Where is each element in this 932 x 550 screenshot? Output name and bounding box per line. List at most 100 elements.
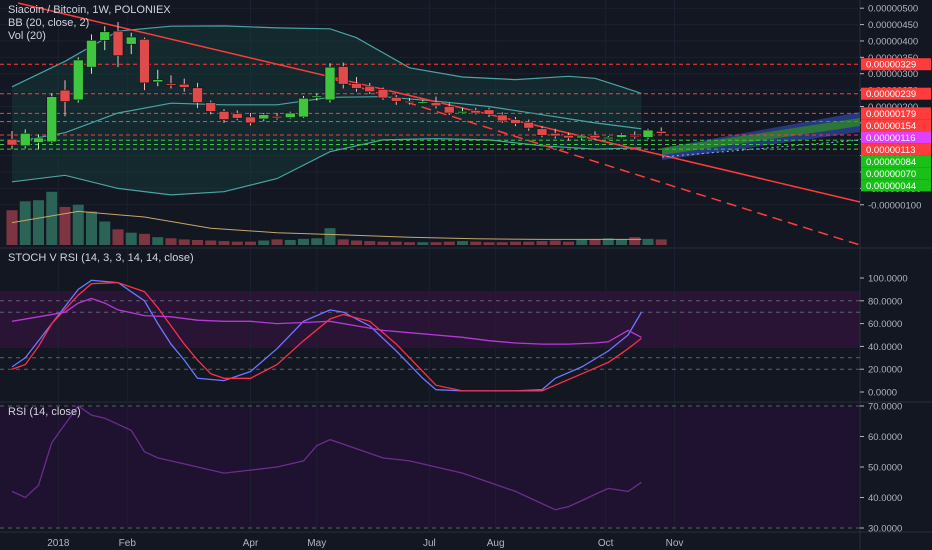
volume-bar xyxy=(205,240,217,245)
stoch-k-line xyxy=(11,279,642,392)
grid-layer xyxy=(0,0,860,532)
candle-body xyxy=(99,31,111,41)
x-tick-label: May xyxy=(307,538,326,549)
volume-bar xyxy=(523,241,535,245)
candle-body xyxy=(125,36,137,45)
rsi-tick-label: 70.0000 xyxy=(868,402,902,413)
volume-bar xyxy=(404,242,415,245)
vol-legend: Vol (20) xyxy=(8,30,46,42)
volume-bar xyxy=(125,232,137,245)
candle-body xyxy=(589,135,601,139)
rsi-tick-label: 40.0000 xyxy=(868,493,902,504)
candle-body xyxy=(602,136,614,140)
price-tag-bg xyxy=(861,119,931,132)
stoch-tick-label: 20.0000 xyxy=(868,365,902,376)
symbol-title: Siacoin / Bitcoin, 1W, POLONIEX xyxy=(8,4,171,16)
volume-bar xyxy=(258,240,270,245)
stoch-tick-label: 100.0000 xyxy=(868,274,908,285)
volume-bar xyxy=(364,241,376,245)
price-tag-bg xyxy=(861,143,931,156)
volume-bar xyxy=(510,241,521,245)
stoch-tick-label: 40.0000 xyxy=(868,342,902,353)
volume-bar xyxy=(33,200,44,245)
candle-body xyxy=(245,116,256,124)
x-tick-label: 2018 xyxy=(47,538,70,549)
volume-bar xyxy=(576,239,588,245)
price-tag-bg xyxy=(861,155,931,168)
volume-bar xyxy=(589,239,601,245)
candle-body xyxy=(284,112,296,118)
volume-bar xyxy=(390,241,402,245)
bollinger-lower xyxy=(11,137,642,196)
candle-body xyxy=(470,110,482,114)
stoch-rsi-line xyxy=(11,297,642,345)
volume-ma-line xyxy=(11,210,642,240)
y-tick-label: 0.00000400 xyxy=(868,36,918,47)
candle-body xyxy=(404,100,415,104)
x-tick-label: Oct xyxy=(598,538,614,549)
candle-body xyxy=(576,135,588,139)
volume-bar xyxy=(284,239,296,245)
stoch-layer xyxy=(0,279,860,392)
candle-body xyxy=(377,89,389,99)
candle-body xyxy=(112,30,124,57)
volume-bar xyxy=(430,242,442,245)
candle-body xyxy=(258,114,270,120)
volume-bar xyxy=(86,211,97,245)
price-tag-bg xyxy=(861,107,931,120)
volume-bar xyxy=(602,238,614,245)
candle-body xyxy=(6,138,18,146)
dotted-projection-line xyxy=(661,139,861,158)
volume-bar xyxy=(99,221,111,245)
candle-body xyxy=(536,128,548,136)
volume-bar xyxy=(271,239,283,245)
price-tag-label: 0.00000154 xyxy=(866,121,916,132)
projection-band-green xyxy=(662,118,860,155)
volume-bar xyxy=(6,210,18,245)
candle-body xyxy=(192,87,203,103)
candle-body xyxy=(298,97,309,118)
volume-bar xyxy=(483,242,495,245)
price-tag-bg xyxy=(861,131,931,144)
candle-body xyxy=(496,114,508,122)
bollinger-fill xyxy=(12,25,642,195)
volume-bar xyxy=(324,228,336,245)
candle-body xyxy=(324,66,336,101)
candle-body xyxy=(549,133,561,137)
volume-bar xyxy=(245,241,256,245)
price-tag-bg xyxy=(861,58,931,71)
dashed-trendline xyxy=(329,77,861,246)
volume-bar xyxy=(337,239,349,245)
candle-body xyxy=(510,119,521,124)
levels-layer xyxy=(0,63,860,150)
price-tag-bg xyxy=(861,87,931,100)
x-tick-label: Aug xyxy=(487,538,505,549)
candle-body xyxy=(443,106,455,114)
candle-body xyxy=(417,101,429,104)
price-tag-label: 0.00000329 xyxy=(866,60,916,71)
price-tag-label: 0.00000070 xyxy=(866,169,916,180)
candle-body xyxy=(364,85,376,93)
volume-bar xyxy=(443,241,455,245)
candle-body xyxy=(178,83,190,88)
bb-legend: BB (20, close, 2) xyxy=(8,17,89,29)
y-tick-label: 0.00000450 xyxy=(868,20,918,31)
volume-bar xyxy=(59,206,71,245)
price-tag-bg xyxy=(861,179,931,192)
stoch-legend: STOCH V RSI (14, 3, 3, 14, 14, close) xyxy=(8,252,194,264)
volume-bar xyxy=(536,241,548,245)
candle-body xyxy=(430,102,442,107)
candles-layer xyxy=(6,21,667,150)
candle-body xyxy=(616,134,627,138)
stoch-tick-label: 80.0000 xyxy=(868,296,902,307)
volume-bar xyxy=(496,242,508,245)
volume-bar xyxy=(152,237,164,245)
volume-layer xyxy=(6,191,667,245)
stoch-tick-label: 0.0000 xyxy=(868,388,897,399)
candle-body xyxy=(86,40,97,68)
y-tick-label: -0.00000100 xyxy=(868,200,921,211)
candle-body xyxy=(311,95,323,98)
price-tag-label: 0.00000113 xyxy=(866,145,916,156)
